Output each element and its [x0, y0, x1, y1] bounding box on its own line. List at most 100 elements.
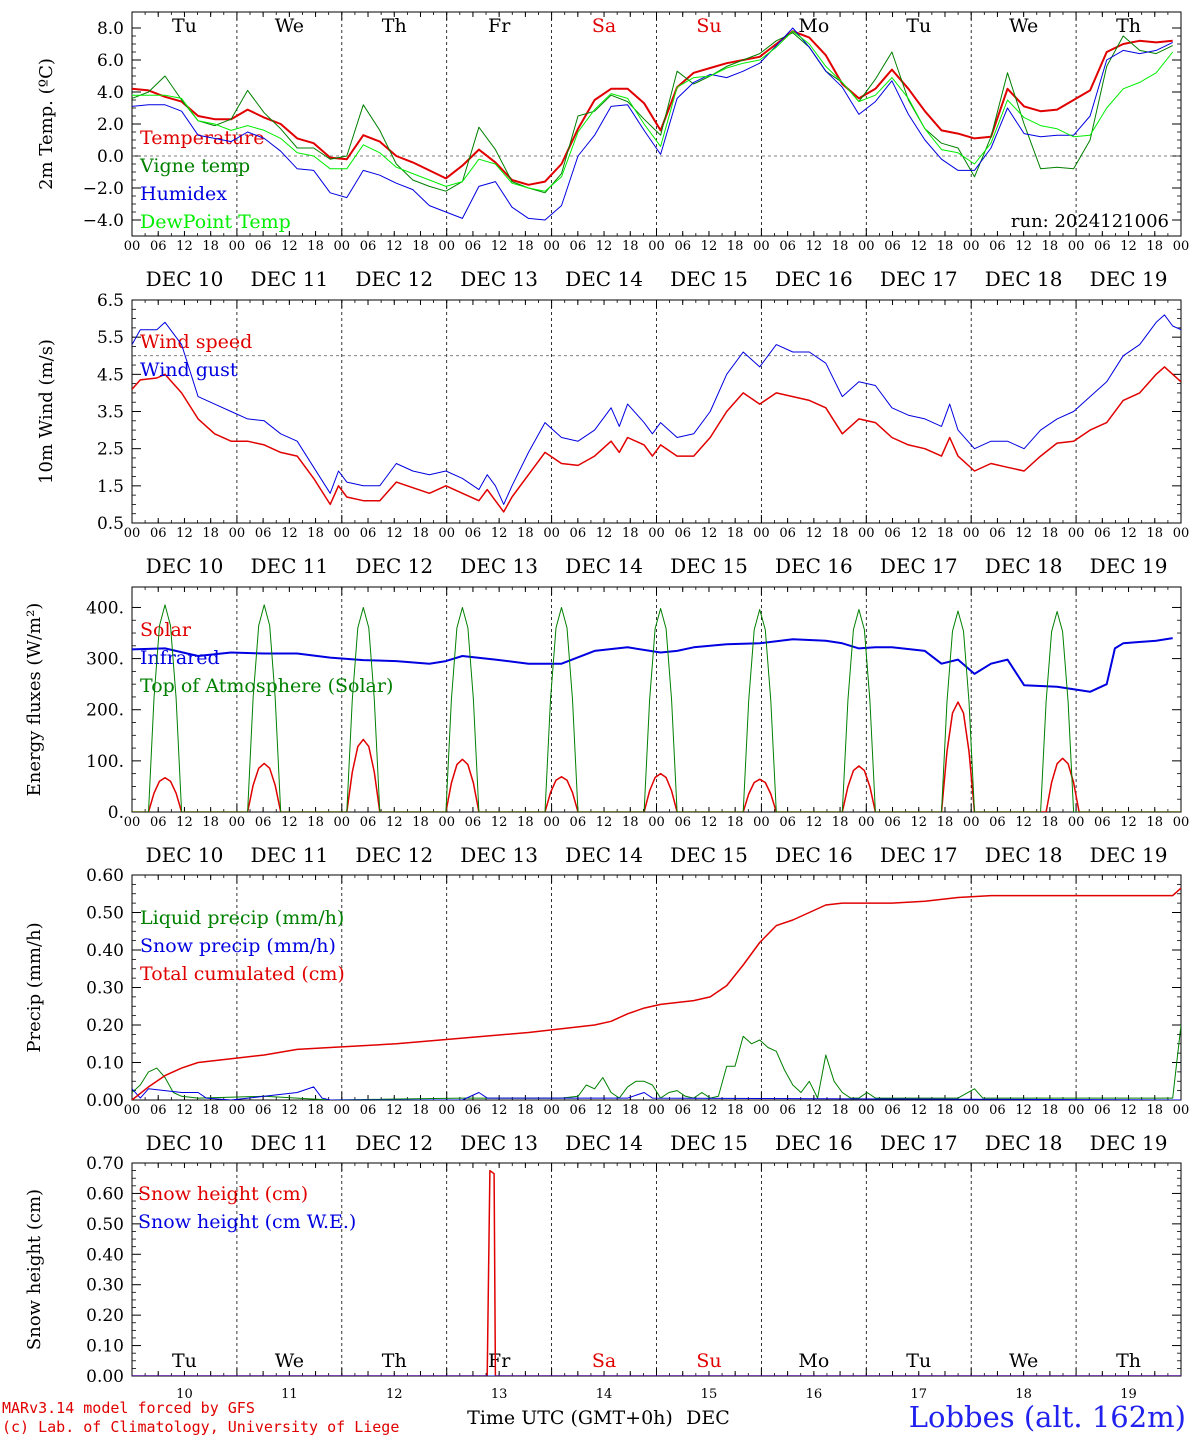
date-label: DEC 19 [1090, 267, 1168, 291]
hour-tick-label: 00 [438, 815, 455, 830]
hour-tick-label: 12 [910, 1103, 927, 1118]
y-tick-label: 1.5 [97, 477, 124, 497]
date-label: DEC 19 [1090, 554, 1168, 578]
date-label: DEC 19 [1090, 1131, 1168, 1155]
hour-tick-label: 12 [1015, 526, 1032, 541]
date-label: DEC 12 [355, 843, 433, 867]
hour-tick-label: 06 [1094, 1103, 1111, 1118]
hour-tick-label: 00 [543, 526, 560, 541]
hour-tick-label: 00 [229, 526, 246, 541]
y-tick-label: −4.0 [83, 211, 124, 231]
hour-tick-label: 12 [1015, 815, 1032, 830]
hour-tick-label: 06 [465, 1103, 482, 1118]
hour-tick-label: 06 [674, 1103, 691, 1118]
hour-tick-label: 18 [202, 1103, 219, 1118]
hour-tick-label: 00 [1068, 239, 1085, 254]
hour-tick-label: 06 [360, 815, 377, 830]
hour-tick-label: 18 [517, 815, 534, 830]
y-tick-label: 0.20 [86, 1306, 124, 1326]
y-tick-label: 8.0 [97, 19, 124, 39]
hour-tick-label: 00 [124, 815, 141, 830]
hour-tick-label: 06 [150, 526, 167, 541]
legend-entry: Vigne temp [139, 155, 250, 177]
hour-tick-label: 00 [1173, 239, 1190, 254]
y-tick-label: 0.5 [97, 514, 124, 534]
hour-tick-label: 12 [701, 526, 718, 541]
hour-tick-label: 12 [281, 815, 298, 830]
hour-tick-label: 12 [910, 815, 927, 830]
y-tick-label: 2.0 [97, 115, 124, 135]
hour-tick-label: 18 [727, 526, 744, 541]
hour-tick-label: 12 [281, 1103, 298, 1118]
y-tick-label: 0.40 [86, 941, 124, 961]
hour-tick-label: 00 [648, 1103, 665, 1118]
day-number-label: 10 [176, 1387, 193, 1402]
hour-tick-label: 18 [727, 1103, 744, 1118]
hour-tick-label: 00 [1068, 815, 1085, 830]
hour-tick-label: 18 [307, 1103, 324, 1118]
hour-tick-label: 12 [176, 1103, 193, 1118]
y-tick-label: −2.0 [83, 179, 124, 199]
hour-tick-label: 12 [596, 239, 613, 254]
hour-tick-label: 06 [465, 815, 482, 830]
hour-tick-label: 18 [1042, 239, 1059, 254]
series-line [132, 604, 1181, 812]
y-tick-label: 6.0 [97, 51, 124, 71]
hour-tick-label: 00 [648, 239, 665, 254]
hour-tick-label: 18 [832, 526, 849, 541]
hour-tick-label: 18 [1042, 1103, 1059, 1118]
hour-tick-label: 06 [465, 526, 482, 541]
day-number-label: 19 [1120, 1387, 1137, 1402]
date-label: DEC 14 [565, 554, 643, 578]
legend-entry: DewPoint Temp [140, 211, 291, 233]
date-label: DEC 11 [250, 843, 328, 867]
hour-tick-label: 12 [176, 815, 193, 830]
hour-tick-label: 18 [832, 1103, 849, 1118]
date-label: DEC 14 [565, 267, 643, 291]
legend-entry: Liquid precip (mm/h) [140, 907, 344, 929]
series-line [132, 1169, 1181, 1376]
hour-tick-label: 06 [570, 1103, 587, 1118]
hour-tick-label: 18 [202, 239, 219, 254]
weekday-label: Mo [798, 1350, 829, 1372]
hour-tick-label: 18 [1042, 526, 1059, 541]
hour-tick-label: 06 [884, 239, 901, 254]
series-line [132, 887, 1181, 1100]
y-tick-label: 0.00 [86, 1367, 124, 1387]
date-label: DEC 10 [146, 843, 224, 867]
weekday-label: We [275, 1350, 304, 1372]
hour-tick-label: 12 [1120, 1103, 1137, 1118]
hour-tick-label: 06 [150, 815, 167, 830]
hour-tick-label: 06 [360, 1103, 377, 1118]
location-label: Lobbes (alt. 162m) [908, 1400, 1186, 1434]
hour-tick-label: 06 [884, 526, 901, 541]
hour-tick-label: 18 [1042, 815, 1059, 830]
hour-tick-label: 18 [412, 1103, 429, 1118]
hour-tick-label: 00 [229, 239, 246, 254]
date-label: DEC 19 [1090, 843, 1168, 867]
y-tick-label: 0.50 [86, 1215, 124, 1235]
date-label: DEC 11 [250, 267, 328, 291]
weekday-label: Sa [592, 1350, 616, 1372]
date-label: DEC 18 [985, 1131, 1063, 1155]
date-label: DEC 13 [460, 843, 538, 867]
hour-tick-label: 00 [334, 815, 351, 830]
hour-tick-label: 06 [255, 1103, 272, 1118]
panel-energy: 0. 100. 200. 300. 400. Energy fluxes (W/m²) So… [24, 586, 1189, 867]
panel-temperature: −4.0 −2.0 0.0 2.0 4.0 6.0 8.0 2m Temp. (ºC) Tu We… [36, 11, 1190, 291]
hour-tick-label: 18 [1147, 1103, 1164, 1118]
hour-tick-label: 00 [963, 815, 980, 830]
y-tick-label: 3.5 [97, 403, 124, 423]
y-tick-label: 4.5 [97, 365, 124, 385]
model-credit: MARv3.14 model forced by GFS (c) Lab. of… [2, 1399, 399, 1437]
hour-tick-label: 00 [648, 526, 665, 541]
hour-tick-label: 18 [412, 526, 429, 541]
y-tick-label: 5.5 [97, 328, 124, 348]
y-tick-label: 300. [86, 650, 124, 670]
weekday-label: Sa [592, 15, 616, 37]
y-axis-label: 2m Temp. (ºC) [36, 58, 57, 190]
hour-tick-label: 12 [1015, 239, 1032, 254]
hour-tick-label: 00 [438, 239, 455, 254]
hour-tick-label: 06 [779, 239, 796, 254]
legend-entry: Top of Atmosphere (Solar) [140, 675, 393, 697]
